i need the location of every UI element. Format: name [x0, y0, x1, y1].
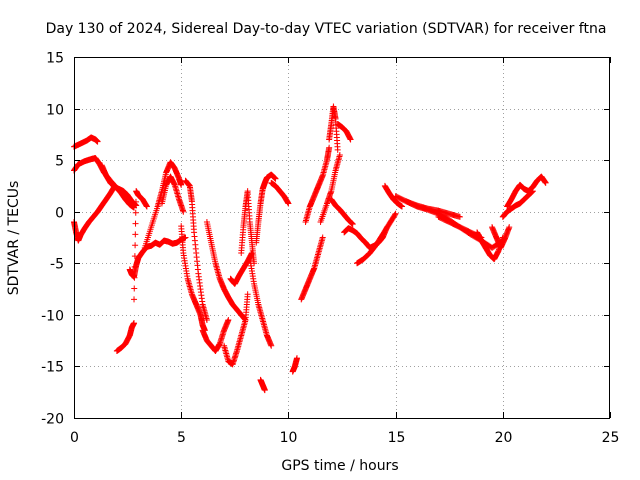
series-track-26: [317, 151, 343, 226]
series-track-13: [203, 219, 249, 324]
series-track-17: [253, 171, 279, 246]
data-point: [132, 231, 139, 238]
data-point: [542, 179, 549, 186]
x-tick-label: 0: [70, 430, 79, 446]
data-point: [131, 274, 138, 281]
data-point: [506, 224, 513, 231]
data-point: [244, 291, 251, 298]
data-point: [326, 144, 333, 151]
series-track-07: [131, 188, 150, 303]
data-point: [132, 220, 139, 227]
series-track-09: [158, 173, 187, 215]
series-track-15: [227, 249, 255, 287]
data-point: [272, 175, 279, 182]
data-point: [268, 342, 275, 349]
data-point: [392, 210, 399, 217]
y-tick-label: 10: [46, 103, 64, 119]
data-point: [131, 253, 138, 260]
series-track-18: [246, 255, 275, 349]
series-track-05: [113, 320, 138, 354]
data-point: [336, 151, 343, 158]
series-track-10: [178, 223, 208, 334]
y-tick-label: 0: [55, 206, 64, 222]
data-point: [180, 208, 187, 215]
series-track-25: [334, 121, 354, 143]
data-point: [319, 234, 326, 241]
data-point: [261, 387, 268, 394]
x-tick-labels: 0 5 10 15 20 25: [70, 430, 619, 446]
data-point: [347, 136, 354, 143]
data-point: [529, 188, 536, 195]
data-point: [132, 242, 139, 249]
series-track-11: [182, 177, 210, 324]
y-tick-label: 5: [55, 154, 64, 170]
data-point: [349, 221, 356, 228]
y-tick-label: -10: [41, 309, 64, 325]
x-tick-label: 5: [177, 430, 186, 446]
x-tick-label: 15: [388, 430, 406, 446]
series-track-21: [289, 355, 300, 375]
series-track-23: [302, 144, 333, 226]
y-axis-label: SDTVAR / TECUs: [6, 181, 22, 296]
y-tick-label: 15: [46, 51, 64, 67]
chart-title: Day 130 of 2024, Sidereal Day-to-day VTE…: [46, 21, 607, 37]
data-point: [131, 320, 138, 327]
series-track-24: [326, 103, 341, 153]
data-point: [456, 213, 463, 220]
data-point: [131, 296, 138, 303]
series-track-14: [221, 291, 251, 368]
series-track-29: [354, 210, 399, 267]
data-point: [132, 209, 139, 216]
series-track-37: [499, 188, 536, 220]
data-point: [293, 355, 300, 362]
data-point: [131, 285, 138, 292]
data-point: [143, 203, 150, 210]
data-point: [178, 181, 185, 188]
plot-frame: [74, 57, 610, 419]
data-point: [399, 203, 406, 210]
axis-ticks: [74, 57, 611, 419]
y-tick-labels: -20 -15 -10 -5 0 5 10 15: [41, 51, 64, 428]
y-tick-label: -20: [41, 412, 64, 428]
data-point: [334, 146, 341, 153]
x-tick-label: 10: [280, 430, 298, 446]
series-track-04: [98, 162, 140, 209]
series-track-12: [199, 317, 232, 354]
series-track-30: [381, 182, 406, 210]
data-point: [225, 317, 232, 324]
data-point: [203, 317, 210, 324]
series-track-27: [328, 196, 356, 228]
series-track-20: [268, 179, 292, 207]
y-tick-label: -15: [41, 360, 64, 376]
x-axis-label: GPS time / hours: [281, 458, 398, 474]
series-track-01: [71, 134, 101, 150]
x-tick-label: 25: [602, 430, 620, 446]
data-points: [71, 103, 549, 394]
data-point: [182, 234, 189, 241]
data-point: [131, 263, 138, 270]
series-track-35: [489, 224, 513, 251]
data-point: [94, 138, 101, 145]
data-point: [391, 211, 398, 218]
data-point: [285, 200, 292, 207]
data-point: [132, 198, 139, 205]
series-track-08: [141, 159, 185, 251]
series-track-22: [298, 234, 326, 303]
y-tick-label: -5: [50, 257, 64, 273]
series-track-19: [257, 376, 268, 394]
series-track-16: [238, 188, 258, 267]
x-tick-label: 20: [495, 430, 513, 446]
